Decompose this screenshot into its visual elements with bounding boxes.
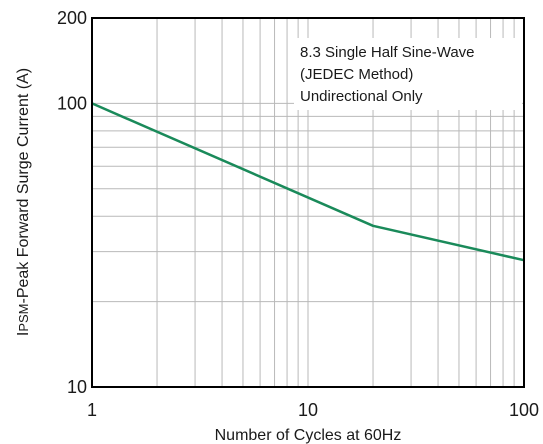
- y-axis-title-text: -Peak Forward Surge Current (A): [15, 68, 32, 304]
- annotation-line-2: (JEDEC Method): [300, 66, 413, 83]
- x-tick-label: 1: [87, 400, 97, 420]
- annotation-line-1: 8.3 Single Half Sine-Wave: [300, 44, 475, 61]
- x-tick-label: 10: [298, 400, 318, 420]
- annotation-box: 8.3 Single Half Sine-Wave (JEDEC Method)…: [300, 44, 475, 105]
- annotation-background: [294, 38, 522, 110]
- y-tick-label: 200: [57, 8, 87, 28]
- series-line: [91, 102, 525, 262]
- annotation-line-3: Undirectional Only: [300, 88, 423, 105]
- grid: [92, 18, 524, 387]
- y-tick-label: 100: [57, 93, 87, 113]
- x-axis-ticks: 1 10 100: [87, 400, 539, 420]
- series-group: [91, 102, 525, 262]
- x-tick-label: 100: [509, 400, 539, 420]
- x-axis-title: Number of Cycles at 60Hz: [215, 427, 402, 444]
- plot-frame: [91, 17, 525, 388]
- y-tick-label: 10: [67, 377, 87, 397]
- y-axis-title-prefix: I: [15, 332, 32, 336]
- y-axis-ticks: 10 100 200: [57, 8, 87, 397]
- y-axis-title-subscript: PSM: [16, 304, 31, 332]
- y-axis-title: IPSM-Peak Forward Surge Current (A): [15, 68, 32, 336]
